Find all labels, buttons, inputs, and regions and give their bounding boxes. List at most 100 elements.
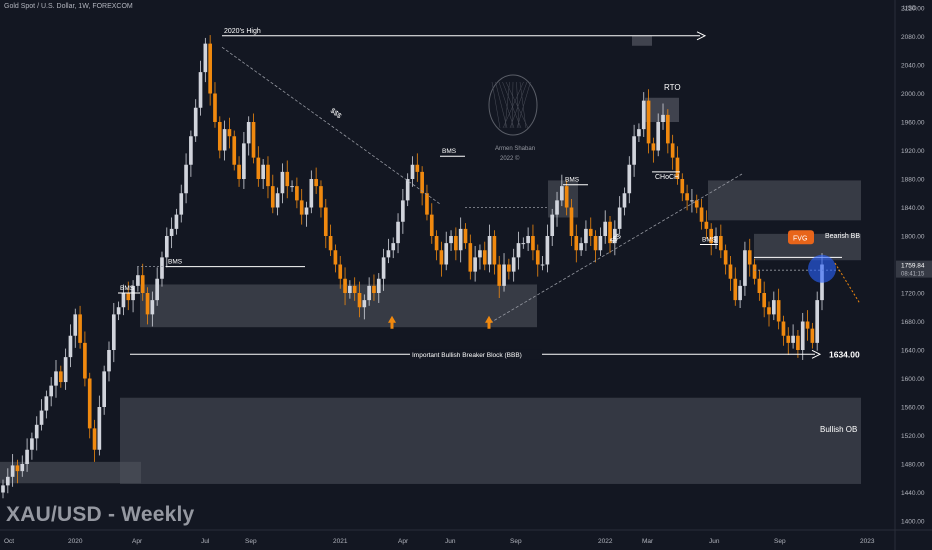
candle [270,186,275,208]
candle [738,285,742,301]
candle [299,200,304,215]
candle [309,179,314,208]
candle [39,410,44,425]
label-fvg: FVG [793,235,807,242]
candle [357,293,362,308]
candle [68,335,73,358]
candle [497,264,502,286]
candle [319,186,323,208]
candle [92,428,97,450]
candle [208,43,212,94]
candle [54,371,58,386]
candle [502,264,506,286]
candle [743,250,747,286]
candle [140,275,145,293]
candle [396,221,400,244]
x-tick-label: Jul [201,538,210,545]
symbol-header[interactable]: Gold Spot / U.S. Dollar, 1W, FOREXCOM [4,3,133,10]
candle [786,335,791,343]
label-rto: RTO [664,83,681,92]
candle [613,228,617,244]
candle [810,328,815,343]
candle [78,314,82,343]
candle [429,214,434,236]
candle [20,464,25,472]
currency-label: USD [903,5,917,12]
candle [121,293,126,308]
highlight-circle [808,254,836,283]
x-tick-label: 2020 [68,538,83,545]
candle [449,236,453,244]
candle [569,207,574,236]
candle [338,264,343,279]
candle [386,250,391,258]
candle [193,107,198,137]
candle [126,293,131,301]
x-tick-label: Mar [642,538,654,545]
bms-4-label: BMS [565,177,580,184]
bullish-breaker-zone [140,284,537,328]
candle [367,285,371,301]
candle [632,136,636,165]
candle [198,72,203,108]
candle [352,285,357,293]
candle [290,186,294,188]
y-tick-label: 1920.00 [901,148,925,155]
y-tick-label: 1880.00 [901,177,925,184]
candle [25,449,29,464]
candle [473,257,477,272]
candle [666,114,670,144]
candle [58,371,63,383]
y-tick-label: 1480.00 [901,462,925,469]
candle [232,136,237,165]
fvg-badge [788,230,814,245]
x-tick-label: Sep [510,538,522,545]
y-tick-label: 1680.00 [901,319,925,326]
candle [63,357,68,383]
candle [521,243,526,245]
projection-arrow [834,262,861,304]
candle [675,157,680,179]
candle [771,300,776,315]
candle [348,285,352,293]
candle [714,236,718,244]
up-arrow-icon [388,315,396,329]
last-price-label: 1759.84 [901,263,925,270]
candle [478,250,482,258]
candle [487,236,492,265]
candle [608,221,612,244]
candle [762,293,767,308]
candle [87,378,92,429]
candle [728,264,733,279]
candle [217,122,222,151]
candle [73,314,78,336]
candle [627,164,632,194]
candle [550,214,555,236]
candle [15,465,20,472]
candle [434,236,439,251]
candle [791,335,795,343]
candle [179,193,184,215]
candle [242,143,246,179]
candle [10,465,15,477]
candle [251,122,256,158]
x-tick-label: Sep [774,538,786,545]
x-tick-label: Sep [245,538,257,545]
x-tick-label: Apr [132,538,143,545]
y-tick-label: 1400.00 [901,519,925,526]
candle [641,100,646,130]
candle [718,236,723,251]
y-tick-label: 2120.00 [901,6,925,13]
arrow-head-icon [811,349,822,359]
candle [535,250,540,265]
candle [169,228,174,236]
candle [704,221,709,229]
candle [227,129,232,137]
candle [116,307,121,315]
candle [617,207,622,229]
candle [160,257,164,279]
candle [295,186,299,201]
candle [781,321,786,336]
label-bullish-ob: Bullish OB [820,425,857,434]
